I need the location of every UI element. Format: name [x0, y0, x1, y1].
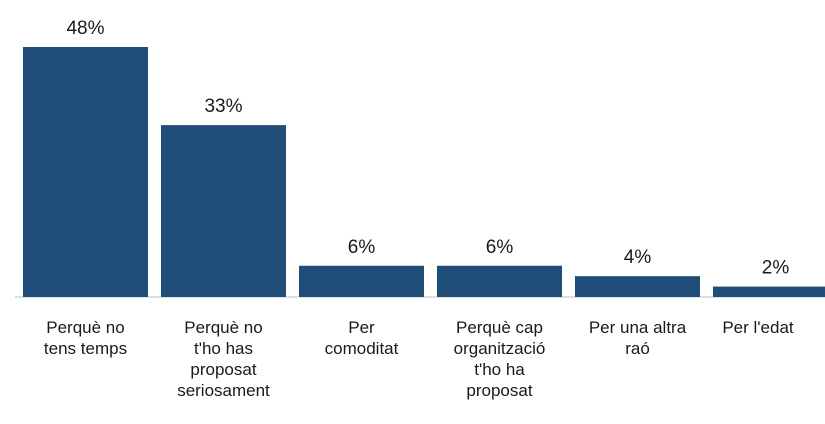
value-label-5: 4% — [624, 247, 652, 268]
value-label-6: 2% — [762, 258, 790, 279]
bar-6 — [713, 286, 825, 297]
category-label-line: Per l'edat — [722, 318, 794, 337]
category-label-line: organització — [453, 339, 546, 358]
category-label-2: Perquè no t'ho has proposat seriosament — [157, 317, 291, 401]
bars-group — [23, 47, 825, 297]
value-labels-group: 48% 33% 6% 6% 4% 2% — [66, 18, 789, 279]
category-label-3: Per comoditat — [295, 317, 429, 359]
category-label-1: Perquè no tens temps — [19, 317, 153, 359]
category-label-line: tens temps — [43, 339, 128, 358]
category-label-line: Perquè cap — [456, 318, 543, 337]
category-label-line: t'ho has — [193, 339, 253, 358]
category-label-line: t'ho ha — [474, 360, 525, 379]
bar-5 — [575, 276, 700, 297]
bar-4 — [437, 265, 562, 297]
value-label-1: 48% — [66, 18, 104, 39]
category-label-line: Perquè no — [46, 318, 125, 337]
bar-1 — [23, 47, 148, 297]
value-label-4: 6% — [486, 237, 514, 258]
category-label-line: proposat — [466, 381, 533, 400]
value-label-2: 33% — [204, 96, 242, 117]
value-label-3: 6% — [348, 237, 376, 258]
bar-3 — [299, 265, 424, 297]
category-label-line: seriosament — [177, 381, 270, 400]
category-label-5: Per una altra raó — [571, 317, 705, 359]
bar-2 — [161, 125, 286, 297]
category-label-line: proposat — [190, 360, 257, 379]
category-label-line: Perquè no — [184, 318, 263, 337]
category-label-line: raó — [625, 339, 650, 358]
category-label-line: comoditat — [324, 339, 399, 358]
category-label-line: Per — [348, 318, 375, 337]
category-label-line: Per una altra — [588, 318, 687, 337]
category-label-6: Per l'edat — [691, 317, 825, 338]
category-label-4: Perquè cap organització t'ho ha proposat — [433, 317, 567, 401]
